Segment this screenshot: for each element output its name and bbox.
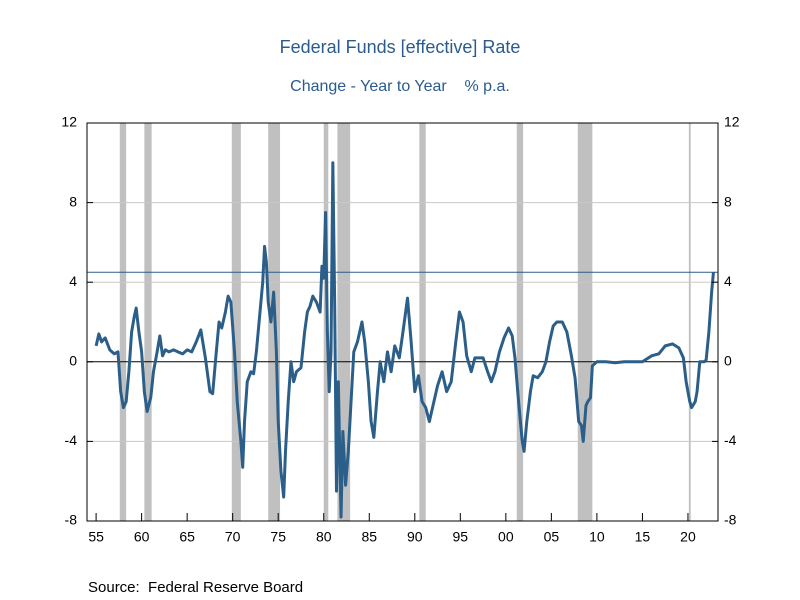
x-tick-label: 55	[88, 529, 104, 545]
source-note: Source: Federal Reserve Board	[88, 579, 303, 596]
y2-tick-label: 12	[724, 114, 740, 130]
chart-title: Federal Funds [effective] Rate	[280, 37, 521, 57]
x-tick-label: 20	[680, 529, 696, 545]
x-tick-label: 70	[225, 529, 241, 545]
x-tick-label: 90	[407, 529, 423, 545]
y2-tick-label: -4	[724, 432, 737, 448]
plot-frame	[86, 122, 719, 522]
y-tick-label: -4	[65, 432, 78, 448]
x-tick-label: 95	[453, 529, 469, 545]
y2-tick-label: -8	[724, 512, 737, 528]
y2-tick-label: 8	[724, 193, 732, 209]
x-tick-label: 00	[498, 529, 514, 545]
y-tick-label: -8	[65, 512, 78, 528]
plot-area	[94, 161, 715, 519]
recession-band	[419, 123, 426, 521]
y-tick-label: 4	[69, 273, 77, 289]
recession-band	[231, 123, 241, 521]
recession-band	[688, 123, 691, 521]
recession-band	[119, 123, 127, 521]
x-tick-label: 15	[635, 529, 651, 545]
y-tick-label: 0	[69, 353, 77, 369]
x-tick-label: 60	[134, 529, 150, 545]
x-tick-label: 05	[544, 529, 560, 545]
recession-band	[516, 123, 524, 521]
x-tick-label: 85	[361, 529, 377, 545]
x-tick-label: 75	[270, 529, 286, 545]
chart-subtitle: Change - Year to Year % p.a.	[290, 78, 510, 95]
y2-tick-label: 4	[724, 273, 732, 289]
x-tick-label: 65	[179, 529, 195, 545]
x-tick-label: 10	[589, 529, 605, 545]
data-line	[94, 161, 715, 519]
x-tick-label: 80	[316, 529, 332, 545]
y-tick-label: 8	[69, 193, 77, 209]
y-tick-label: 12	[61, 114, 77, 130]
y2-tick-label: 0	[724, 353, 732, 369]
recession-band	[577, 123, 593, 521]
grid	[87, 202, 718, 442]
recession-band	[144, 123, 152, 521]
